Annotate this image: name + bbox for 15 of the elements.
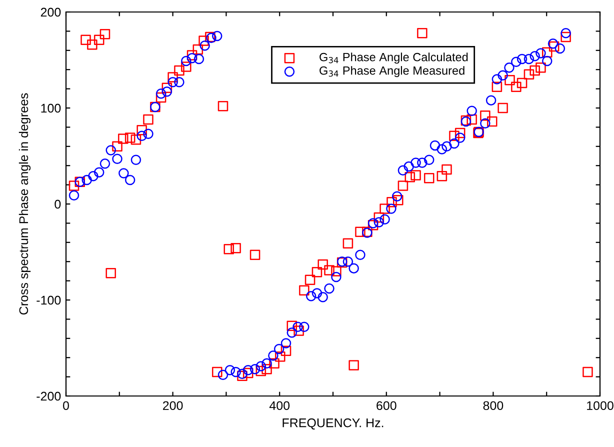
x-axis-title: FREQUENCY. Hz. bbox=[282, 418, 384, 430]
x-tick-label: 800 bbox=[483, 401, 504, 410]
y-tick-label: -100 bbox=[36, 296, 61, 305]
x-tick-label: 200 bbox=[163, 401, 183, 410]
legend-label: G$_{34}$ Phase Angle Calculated bbox=[320, 52, 468, 64]
x-tick-label: 400 bbox=[269, 401, 290, 410]
legend-label: G$_{34}$ Phase Angle Measured bbox=[320, 66, 464, 78]
y-tick-label: 100 bbox=[41, 104, 61, 113]
y-tick-label: 0 bbox=[54, 200, 61, 209]
x-tick-label: 600 bbox=[376, 401, 396, 410]
y-axis-title: Cross spectrum Phase angle in degrees bbox=[18, 93, 31, 315]
x-tick-label: 1000 bbox=[587, 401, 614, 410]
y-tick-label: -200 bbox=[36, 392, 61, 401]
x-tick-label: 0 bbox=[63, 401, 69, 410]
y-tick-label: 200 bbox=[40, 8, 61, 17]
